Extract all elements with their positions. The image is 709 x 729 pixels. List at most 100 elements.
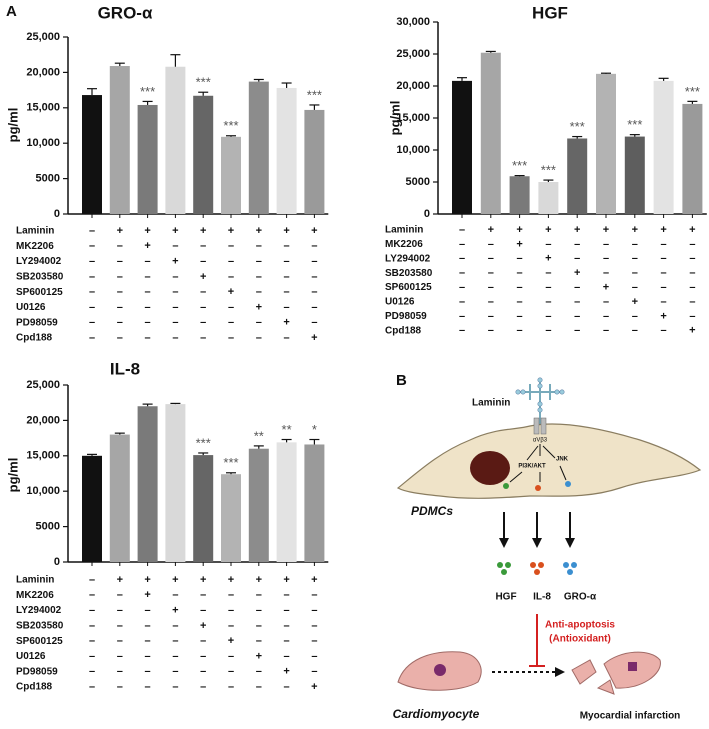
treatment-sign: – [172, 286, 178, 298]
treatment-sign: – [632, 267, 638, 279]
treatment-sign: – [459, 282, 465, 294]
treatment-sign: + [200, 225, 206, 237]
treatment-sign: – [256, 271, 262, 283]
treatment-sign: – [545, 267, 551, 279]
treatment-sign: – [459, 325, 465, 337]
bar [82, 95, 102, 214]
treatment-sign: – [145, 301, 151, 313]
target-label: Cardiomyocyte [393, 707, 480, 721]
significance: *** [541, 163, 556, 178]
treatment-label: PD98059 [385, 311, 427, 322]
treatment-sign: + [117, 225, 123, 237]
treatment-sign: – [517, 310, 523, 322]
treatment-sign: + [660, 224, 666, 236]
treatment-sign: – [145, 620, 151, 632]
factor-label: HGF [495, 592, 516, 603]
y-tick-label: 25,000 [396, 48, 430, 60]
treatment-sign: – [661, 296, 667, 308]
treatment-sign: – [228, 301, 234, 313]
treatment-sign: – [172, 240, 178, 252]
y-tick-label: 0 [424, 208, 430, 220]
treatment-sign: – [284, 650, 290, 662]
treatment-sign: – [200, 256, 206, 268]
treatment-sign: + [117, 574, 123, 586]
bar [137, 406, 158, 562]
treatment-sign: + [603, 224, 609, 236]
treatment-sign: + [545, 253, 551, 265]
cell-label: PDMCs [411, 504, 453, 518]
treatment-sign: – [311, 317, 317, 329]
effect-label: (Antioxidant) [549, 634, 611, 645]
treatment-sign: + [172, 605, 178, 617]
treatment-sign: – [228, 681, 234, 693]
treatment-sign: + [516, 224, 522, 236]
treatment-sign: – [172, 620, 178, 632]
treatment-sign: – [89, 620, 95, 632]
treatment-label: Laminin [16, 575, 54, 586]
bar [137, 104, 158, 214]
significance: *** [307, 87, 322, 102]
treatment-sign: – [603, 310, 609, 322]
y-axis-label: pg/ml [5, 458, 20, 493]
treatment-sign: + [311, 225, 317, 237]
treatment-sign: – [228, 620, 234, 632]
y-tick-label: 25,000 [26, 31, 60, 43]
bar [82, 455, 102, 562]
treatment-label: U0126 [385, 297, 415, 308]
treatment-sign: – [284, 256, 290, 268]
treatment-sign: – [89, 256, 95, 268]
treatment-sign: – [311, 589, 317, 601]
treatment-sign: + [144, 589, 150, 601]
treatment-label: SB203580 [16, 272, 64, 283]
treatment-sign: – [311, 256, 317, 268]
treatment-sign: + [311, 574, 317, 586]
treatment-sign: – [632, 325, 638, 337]
y-axis-label: pg/ml [387, 101, 402, 136]
bar [304, 109, 325, 214]
treatment-sign: + [200, 620, 206, 632]
treatment-sign: – [311, 635, 317, 647]
bar [248, 448, 269, 562]
bar [165, 404, 186, 562]
treatment-sign: – [632, 310, 638, 322]
treatment-sign: + [144, 225, 150, 237]
bar [596, 73, 616, 214]
treatment-sign: – [145, 605, 151, 617]
significance: *** [196, 75, 211, 90]
treatment-sign: – [488, 296, 494, 308]
treatment-sign: – [459, 224, 465, 236]
treatment-label: PD98059 [16, 317, 58, 328]
treatment-sign: – [689, 267, 695, 279]
treatment-sign: – [311, 666, 317, 678]
treatment-sign: – [256, 620, 262, 632]
treatment-sign: – [145, 681, 151, 693]
treatment-sign: – [284, 271, 290, 283]
treatment-sign: + [632, 296, 638, 308]
treatment-sign: – [89, 332, 95, 344]
treatment-sign: – [200, 286, 206, 298]
receptor [540, 417, 547, 435]
treatment-sign: – [117, 286, 123, 298]
receptor-label: αVβ3 [533, 438, 548, 444]
bar [624, 136, 645, 214]
treatment-sign: – [284, 286, 290, 298]
treatment-sign: – [256, 240, 262, 252]
significance: *** [570, 119, 585, 134]
treatment-sign: – [89, 589, 95, 601]
treatment-sign: – [89, 650, 95, 662]
treatment-sign: – [256, 666, 262, 678]
treatment-sign: – [89, 605, 95, 617]
treatment-sign: – [603, 325, 609, 337]
bar [538, 182, 559, 214]
cardio-nucleus [434, 664, 446, 676]
factor-label: IL-8 [533, 592, 551, 603]
treatment-sign: – [89, 271, 95, 283]
treatment-sign: – [172, 301, 178, 313]
treatment-sign: – [172, 317, 178, 329]
treatment-sign: – [200, 332, 206, 344]
treatment-sign: – [117, 666, 123, 678]
treatment-sign: – [89, 286, 95, 298]
ligand-label: Laminin [472, 398, 510, 409]
treatment-sign: + [283, 225, 289, 237]
treatment-sign: – [117, 301, 123, 313]
